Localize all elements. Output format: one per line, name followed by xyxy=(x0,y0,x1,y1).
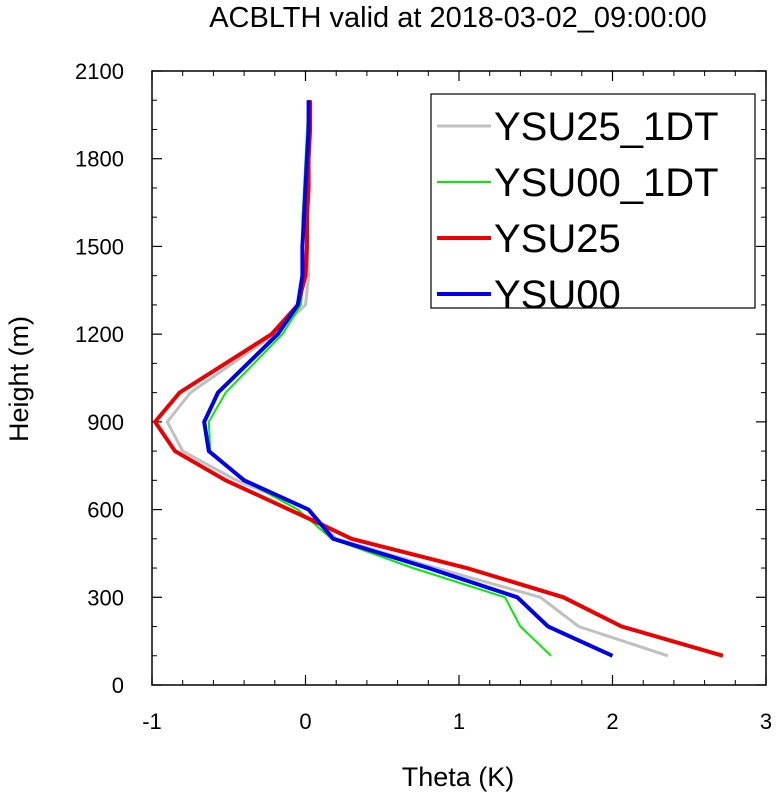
y-tick-label: 600 xyxy=(87,498,124,523)
plot-area: -1 0 1 2 3 0 300 600 900 1200 1500 1800 2100 xyxy=(75,59,772,734)
legend-label-0: YSU25_1DT xyxy=(494,105,719,149)
y-tick-label: 2100 xyxy=(75,59,124,84)
legend-label-3: YSU00 xyxy=(494,273,621,317)
x-tick-label: 3 xyxy=(760,709,772,734)
y-tick-label: 300 xyxy=(87,585,124,610)
y-tick-label: 1200 xyxy=(75,322,124,347)
y-tick-label: 900 xyxy=(87,410,124,435)
x-axis-label: Theta (K) xyxy=(402,762,515,792)
legend-box xyxy=(430,93,756,309)
y-tick-label: 1800 xyxy=(75,147,124,172)
y-axis-label: Height (m) xyxy=(4,316,34,442)
x-tick-label: -1 xyxy=(142,709,162,734)
legend-label-2: YSU25 xyxy=(494,217,621,261)
legend-label-1: YSU00_1DT xyxy=(494,161,719,205)
legend: YSU25_1DT YSU00_1DT YSU25 YSU00 xyxy=(430,93,756,317)
x-tick-label: 0 xyxy=(299,709,311,734)
x-tick-label: 2 xyxy=(606,709,618,734)
series-line-3 xyxy=(202,100,614,658)
x-tick-label: 1 xyxy=(453,709,465,734)
series-layer xyxy=(152,100,724,658)
chart-title: ACBLTH valid at 2018-03-02_09:00:00 xyxy=(209,2,707,34)
y-tick-label: 0 xyxy=(112,673,124,698)
series-line-2 xyxy=(152,100,724,658)
y-tick-label: 1500 xyxy=(75,234,124,259)
